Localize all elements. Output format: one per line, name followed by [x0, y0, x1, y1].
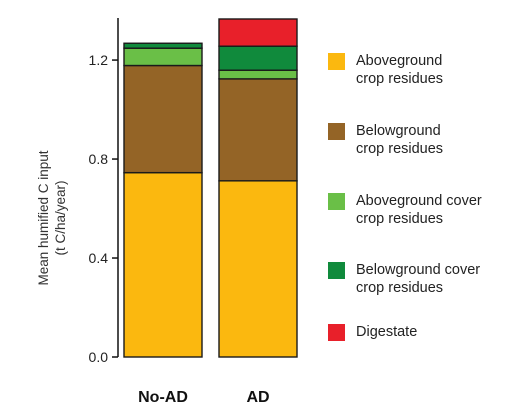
legend-label: Aboveground cover crop residues [356, 193, 482, 227]
legend-item: Aboveground cover crop residues [328, 192, 516, 228]
legend-label: Aboveground crop residues [356, 53, 444, 87]
bar-segment-ad-3 [218, 69, 298, 80]
legend-label: Digestate [356, 324, 418, 340]
legend-swatch [328, 262, 345, 279]
x-category-label: AD [246, 389, 269, 406]
legend-swatch [328, 193, 345, 210]
y-tick-label: 0.8 [89, 151, 109, 167]
legend-item: Belowground cover crop residues [328, 261, 516, 297]
y-axis-ticks: 0.0 0.4 0.8 1.2 [89, 52, 118, 365]
bar-segment-ad-4 [218, 45, 298, 71]
legend-swatch [328, 53, 345, 70]
legend-item: Aboveground crop residues [328, 52, 516, 88]
bars [123, 18, 298, 358]
bar-segment-ad-2 [218, 78, 298, 182]
bar-segment-ad-5 [218, 18, 298, 47]
y-axis-label: Mean humified C input (t C/ha/year) [36, 150, 68, 285]
legend-item: Digestate [328, 323, 516, 341]
legend-label: Belowground cover crop residues [356, 262, 481, 296]
legend-swatch [328, 123, 345, 140]
bar-segment-no-ad-1 [123, 171, 203, 358]
legend-item: Belowground crop residues [328, 122, 516, 158]
x-axis-labels: No-AD AD [138, 389, 269, 406]
legend-label: Belowground crop residues [356, 123, 444, 157]
y-tick-label: 0.0 [89, 349, 109, 365]
bar-segment-no-ad-2 [123, 64, 203, 174]
y-tick-label: 1.2 [89, 52, 109, 68]
x-category-label: No-AD [138, 389, 188, 406]
bar-segment-ad-1 [218, 180, 298, 358]
y-axis-title: Mean humified C input (t C/ha/year) [36, 150, 68, 285]
bar-segment-no-ad-4 [123, 42, 203, 49]
y-tick-label: 0.4 [89, 250, 109, 266]
bar-segment-no-ad-3 [123, 47, 203, 67]
legend-swatch [328, 324, 345, 341]
